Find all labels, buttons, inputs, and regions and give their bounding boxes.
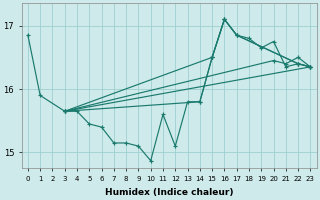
X-axis label: Humidex (Indice chaleur): Humidex (Indice chaleur): [105, 188, 233, 197]
